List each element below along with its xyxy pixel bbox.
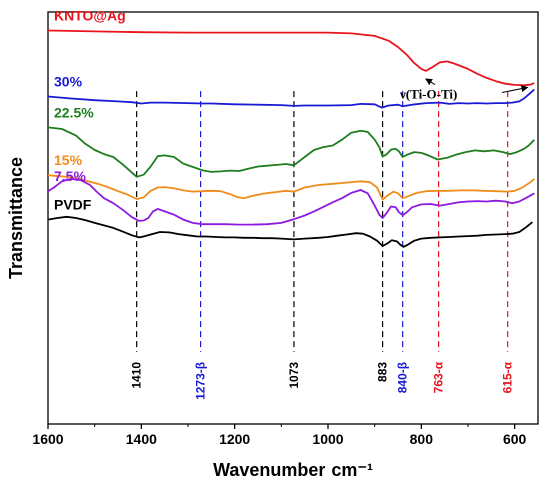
- peak-markers: 1410 1273-β 1073 883 840-β 763-α 615-α: [130, 91, 515, 400]
- peak-marker-label: 883: [376, 362, 390, 382]
- series-line: [47, 174, 535, 201]
- x-tick-label: 600: [503, 431, 527, 447]
- x-axis-title-text: Wavenumber: [213, 460, 325, 480]
- series-label: 22.5%: [54, 104, 94, 120]
- annotation-label: ν(Ti-O-Ti): [399, 87, 457, 102]
- x-tick-label: 1600: [32, 431, 63, 447]
- series-label: 7.5%: [54, 168, 86, 184]
- x-axis-title: Wavenumber cm⁻¹: [213, 460, 373, 480]
- plot-frame: [47, 11, 539, 425]
- annotation-arrow: [501, 85, 529, 94]
- series-group: KNTO@Ag 30% 22.5% 15%7.5% PVDF: [47, 8, 535, 248]
- y-axis-title: Transmittance: [6, 157, 26, 279]
- series-label: PVDF: [54, 197, 92, 213]
- series-line: [47, 215, 533, 248]
- peak-marker-label: 1073: [287, 362, 301, 389]
- series-line: [47, 88, 535, 109]
- x-tick-label: 1400: [126, 431, 157, 447]
- x-axis-unit: cm⁻¹: [331, 460, 373, 480]
- annotation-group: ν(Ti-O-Ti): [399, 78, 529, 102]
- series-label: KNTO@Ag: [54, 8, 126, 24]
- peak-marker-label: 763-α: [432, 361, 446, 393]
- peak-marker-label: 615-α: [501, 361, 515, 393]
- x-tick-label: 800: [410, 431, 434, 447]
- series-line: [47, 178, 535, 226]
- series-label: 15%: [54, 152, 83, 168]
- series-line: [47, 126, 535, 178]
- peak-marker-label: 1410: [130, 362, 144, 389]
- x-tick-label: 1000: [312, 431, 343, 447]
- x-tick-label: 1200: [219, 431, 250, 447]
- series-label: 30%: [54, 73, 83, 89]
- annotation-arrow: [425, 78, 436, 86]
- x-axis-ticks: 1600 1400 1200 1000 800 600: [32, 424, 527, 447]
- series-line: [47, 29, 535, 87]
- peak-marker-label: 1273-β: [194, 362, 208, 400]
- peak-marker-label: 840-β: [396, 362, 410, 393]
